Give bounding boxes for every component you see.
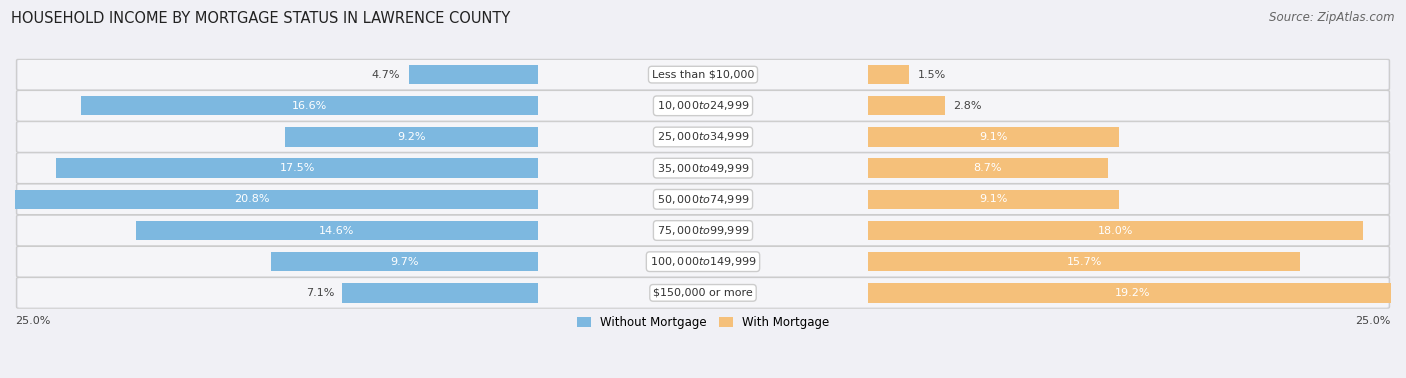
FancyBboxPatch shape bbox=[17, 215, 1389, 246]
Bar bbox=[868, 158, 1108, 178]
Bar bbox=[868, 96, 945, 115]
Text: 20.8%: 20.8% bbox=[233, 194, 270, 204]
FancyBboxPatch shape bbox=[17, 184, 1389, 215]
Text: 9.1%: 9.1% bbox=[979, 194, 1008, 204]
Text: 25.0%: 25.0% bbox=[1355, 316, 1391, 325]
Bar bbox=[343, 283, 538, 302]
Bar bbox=[56, 158, 538, 178]
Text: 8.7%: 8.7% bbox=[973, 163, 1002, 173]
Text: 2.8%: 2.8% bbox=[953, 101, 981, 111]
FancyBboxPatch shape bbox=[18, 185, 1388, 214]
Bar bbox=[271, 252, 538, 271]
Bar bbox=[868, 252, 1301, 271]
Text: 18.0%: 18.0% bbox=[1098, 226, 1133, 235]
FancyBboxPatch shape bbox=[18, 247, 1388, 276]
FancyBboxPatch shape bbox=[17, 59, 1389, 90]
Text: 14.6%: 14.6% bbox=[319, 226, 354, 235]
FancyBboxPatch shape bbox=[18, 278, 1388, 308]
Text: 17.5%: 17.5% bbox=[280, 163, 315, 173]
Text: 1.5%: 1.5% bbox=[918, 70, 946, 80]
Bar bbox=[868, 127, 1119, 147]
Text: $150,000 or more: $150,000 or more bbox=[654, 288, 752, 298]
Bar bbox=[868, 221, 1364, 240]
FancyBboxPatch shape bbox=[17, 277, 1389, 308]
Bar bbox=[868, 190, 1119, 209]
Bar bbox=[82, 96, 538, 115]
Bar bbox=[284, 127, 538, 147]
Text: 9.2%: 9.2% bbox=[396, 132, 426, 142]
FancyBboxPatch shape bbox=[18, 91, 1388, 121]
Text: 4.7%: 4.7% bbox=[371, 70, 401, 80]
Text: Source: ZipAtlas.com: Source: ZipAtlas.com bbox=[1270, 11, 1395, 24]
Bar bbox=[868, 65, 910, 84]
Text: $10,000 to $24,999: $10,000 to $24,999 bbox=[657, 99, 749, 112]
Bar bbox=[0, 190, 538, 209]
FancyBboxPatch shape bbox=[17, 122, 1389, 152]
Text: $50,000 to $74,999: $50,000 to $74,999 bbox=[657, 193, 749, 206]
Text: 25.0%: 25.0% bbox=[15, 316, 51, 325]
FancyBboxPatch shape bbox=[18, 216, 1388, 245]
FancyBboxPatch shape bbox=[18, 153, 1388, 183]
Text: $75,000 to $99,999: $75,000 to $99,999 bbox=[657, 224, 749, 237]
Text: $100,000 to $149,999: $100,000 to $149,999 bbox=[650, 255, 756, 268]
FancyBboxPatch shape bbox=[17, 153, 1389, 183]
FancyBboxPatch shape bbox=[17, 246, 1389, 277]
Text: 7.1%: 7.1% bbox=[307, 288, 335, 298]
Text: 19.2%: 19.2% bbox=[1115, 288, 1150, 298]
FancyBboxPatch shape bbox=[18, 122, 1388, 152]
Bar bbox=[868, 283, 1396, 302]
Text: HOUSEHOLD INCOME BY MORTGAGE STATUS IN LAWRENCE COUNTY: HOUSEHOLD INCOME BY MORTGAGE STATUS IN L… bbox=[11, 11, 510, 26]
Text: 9.1%: 9.1% bbox=[979, 132, 1008, 142]
Text: 15.7%: 15.7% bbox=[1067, 257, 1102, 267]
Text: 16.6%: 16.6% bbox=[292, 101, 328, 111]
Text: Less than $10,000: Less than $10,000 bbox=[652, 70, 754, 80]
FancyBboxPatch shape bbox=[17, 90, 1389, 121]
FancyBboxPatch shape bbox=[18, 60, 1388, 89]
Text: $25,000 to $34,999: $25,000 to $34,999 bbox=[657, 130, 749, 144]
Bar bbox=[136, 221, 538, 240]
Text: 9.7%: 9.7% bbox=[389, 257, 419, 267]
Bar bbox=[409, 65, 538, 84]
Legend: Without Mortgage, With Mortgage: Without Mortgage, With Mortgage bbox=[572, 311, 834, 334]
Text: $35,000 to $49,999: $35,000 to $49,999 bbox=[657, 162, 749, 175]
